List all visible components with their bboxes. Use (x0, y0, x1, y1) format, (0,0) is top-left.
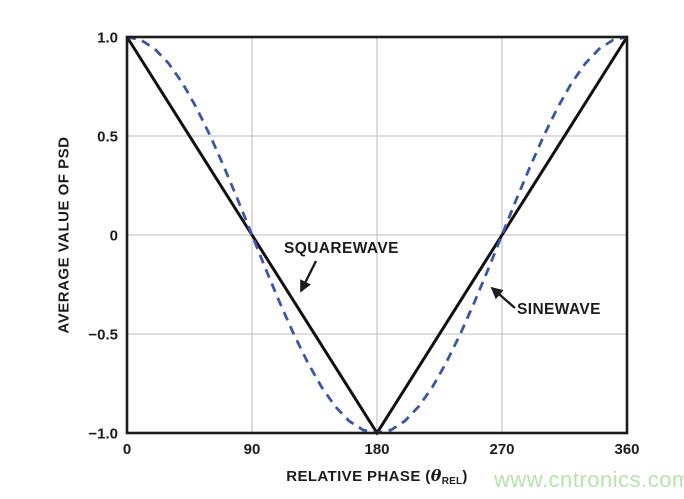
y-tick-label: 1.0 (97, 30, 118, 47)
grid-lines (127, 37, 627, 433)
y-axis-label: AVERAGE VALUE OF PSD (55, 136, 73, 334)
x-tick-label: 180 (364, 441, 389, 458)
theta-symbol: θ (430, 466, 442, 485)
y-tick-label: 0 (110, 228, 118, 245)
x-tick-label: 270 (489, 441, 514, 458)
theta-subscript: REL (441, 476, 463, 487)
sinewave-annotation-label: SINEWAVE (517, 301, 601, 318)
x-axis-label: RELATIVE PHASE (θREL) (286, 466, 468, 487)
x-tick-label: 0 (123, 441, 131, 458)
watermark-text: www.cntronics.com (494, 467, 684, 492)
x-axis-label-text: RELATIVE PHASE ( (286, 468, 431, 485)
x-tick-label: 90 (244, 441, 261, 458)
plot-border (125, 35, 629, 435)
sinewave-arrow (490, 286, 516, 309)
squarewave-annotation-label: SQUAREWAVE (284, 240, 399, 257)
y-tick-labels: 1.0 0.5 0 −0.5 −1.0 (88, 30, 118, 443)
x-tick-label: 360 (614, 441, 639, 458)
y-tick-label: −0.5 (88, 327, 118, 344)
annotation-arrows (299, 260, 516, 309)
x-axis-label-close: ) (462, 468, 468, 485)
squarewave-arrow (299, 260, 318, 293)
y-tick-label: 0.5 (97, 129, 118, 146)
y-tick-label: −1.0 (88, 426, 118, 443)
x-tick-labels: 0 90 180 270 360 (123, 441, 640, 458)
